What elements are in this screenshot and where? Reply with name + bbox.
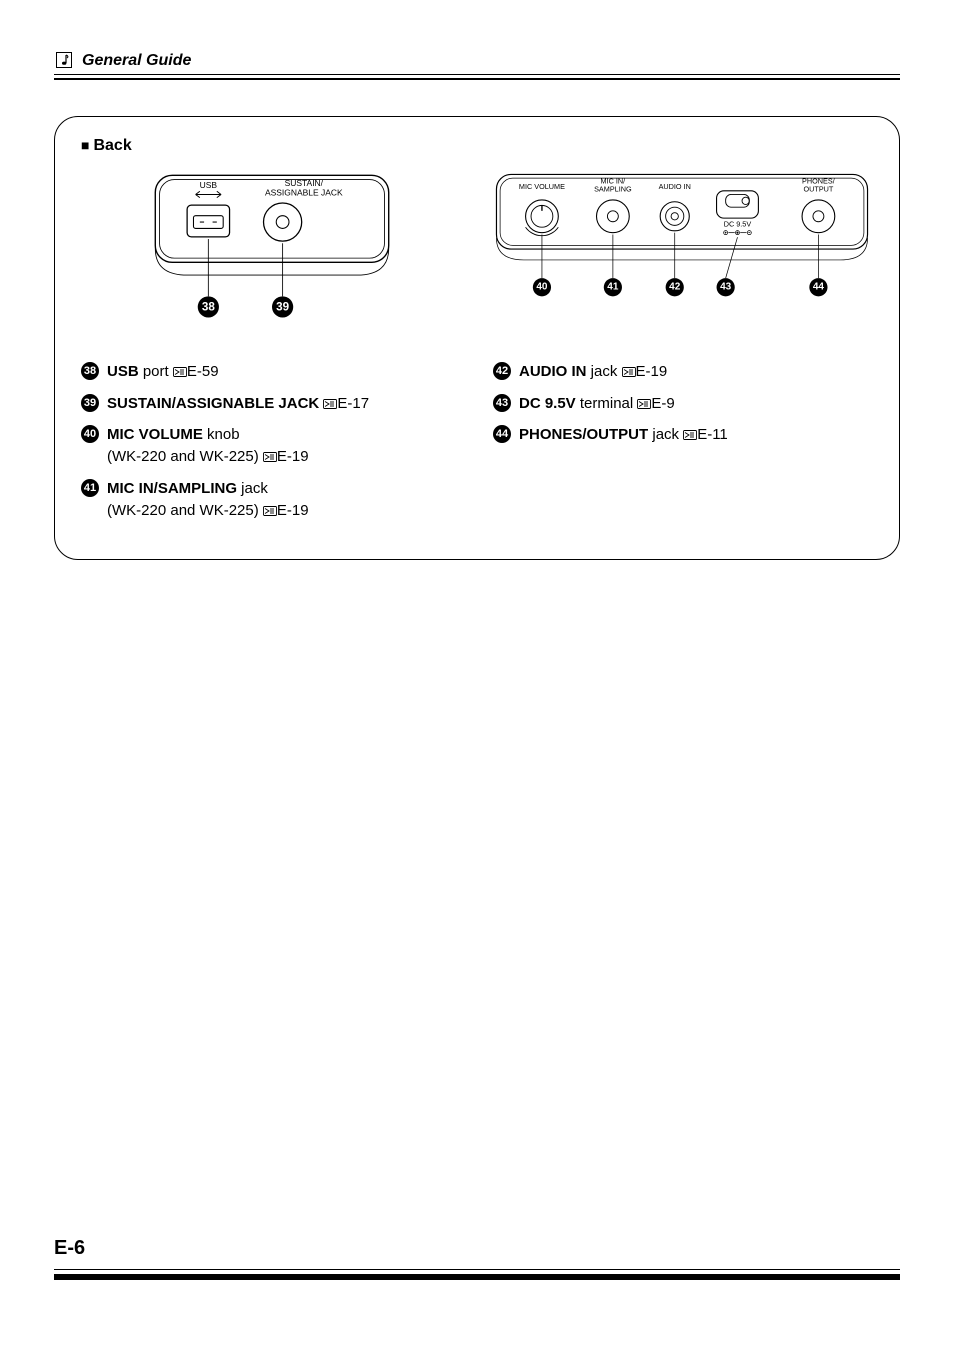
item-text: AUDIO IN jack E-19	[519, 363, 667, 380]
label-usb: USB	[200, 180, 218, 190]
page-number: E-6	[54, 1237, 91, 1260]
page-ref-icon	[173, 362, 187, 372]
page-ref-icon	[323, 394, 337, 404]
back-panel: ■Back USB	[54, 116, 900, 560]
callout-44: 44	[813, 282, 825, 293]
label-mic-volume: MIC VOLUME	[519, 182, 565, 191]
music-note-icon	[56, 52, 72, 68]
square-bullet-icon: ■	[81, 137, 89, 153]
header-rule-thick	[54, 78, 900, 80]
description-item: 41 MIC IN/SAMPLING jack(WK-220 and WK-225…	[81, 478, 461, 522]
panel-title-text: Back	[93, 137, 131, 154]
header-title: General Guide	[82, 52, 191, 70]
header-rule-thin	[54, 74, 900, 75]
item-number-badge: 41	[81, 479, 99, 497]
label-sustain-l2: ASSIGNABLE JACK	[265, 188, 343, 198]
description-item: 42 AUDIO IN jack E-19	[493, 361, 873, 383]
label-audio-in: AUDIO IN	[659, 182, 691, 191]
page-ref-icon	[263, 447, 277, 457]
page-ref-icon	[263, 501, 277, 511]
page: General Guide ■Back USB	[0, 0, 954, 1348]
description-item: 38 USB port E-59	[81, 361, 461, 383]
callout-41: 41	[607, 282, 619, 293]
diagram-left: USB SUST	[81, 169, 463, 339]
item-text: USB port E-59	[107, 363, 219, 380]
item-text: MIC IN/SAMPLING jack(WK-220 and WK-225) …	[107, 480, 309, 519]
label-phones-l2: OUTPUT	[803, 185, 833, 194]
description-item: 44 PHONES/OUTPUT jack E-11	[493, 424, 873, 446]
diagrams-row: USB SUST	[81, 169, 873, 339]
item-number-badge: 40	[81, 425, 99, 443]
description-item: 39 SUSTAIN/ASSIGNABLE JACK E-17	[81, 393, 461, 415]
footer-rule-thick	[54, 1274, 900, 1280]
panel-title: ■Back	[81, 137, 873, 155]
descriptions: 38 USB port E-59 39 SUSTAIN/ASSIGNABLE JACK…	[81, 361, 873, 532]
description-item: 40 MIC VOLUME knob(WK-220 and WK-225) E-1…	[81, 424, 461, 468]
page-header: General Guide	[54, 52, 900, 82]
item-text: PHONES/OUTPUT jack E-11	[519, 426, 728, 443]
callout-42: 42	[669, 282, 681, 293]
description-item: 43 DC 9.5V terminal E-9	[493, 393, 873, 415]
item-text: MIC VOLUME knob(WK-220 and WK-225) E-19	[107, 426, 309, 465]
callout-43: 43	[720, 282, 732, 293]
page-footer: E-6	[54, 1269, 900, 1280]
item-text: DC 9.5V terminal E-9	[519, 395, 675, 412]
item-number-badge: 38	[81, 362, 99, 380]
callout-38: 38	[202, 300, 215, 313]
item-number-badge: 44	[493, 425, 511, 443]
page-ref-icon	[637, 394, 651, 404]
label-sustain-l1: SUSTAIN/	[285, 178, 324, 188]
page-ref-icon	[683, 425, 697, 435]
callout-40: 40	[536, 282, 548, 293]
callout-39: 39	[276, 300, 289, 313]
label-micin-l2: SAMPLING	[594, 185, 632, 194]
item-number-badge: 42	[493, 362, 511, 380]
item-number-badge: 43	[493, 394, 511, 412]
descriptions-col-left: 38 USB port E-59 39 SUSTAIN/ASSIGNABLE JACK…	[81, 361, 461, 532]
footer-rule-thin	[54, 1269, 900, 1270]
diagram-right: MIC VOLUME MIC IN/ SAMPLING AUDIO IN	[491, 169, 873, 339]
page-ref-icon	[622, 362, 636, 372]
item-text: SUSTAIN/ASSIGNABLE JACK E-17	[107, 395, 369, 412]
label-dc95v: DC 9.5V	[724, 219, 752, 228]
descriptions-col-right: 42 AUDIO IN jack E-19 43 DC 9.5V terminal E…	[493, 361, 873, 532]
item-number-badge: 39	[81, 394, 99, 412]
